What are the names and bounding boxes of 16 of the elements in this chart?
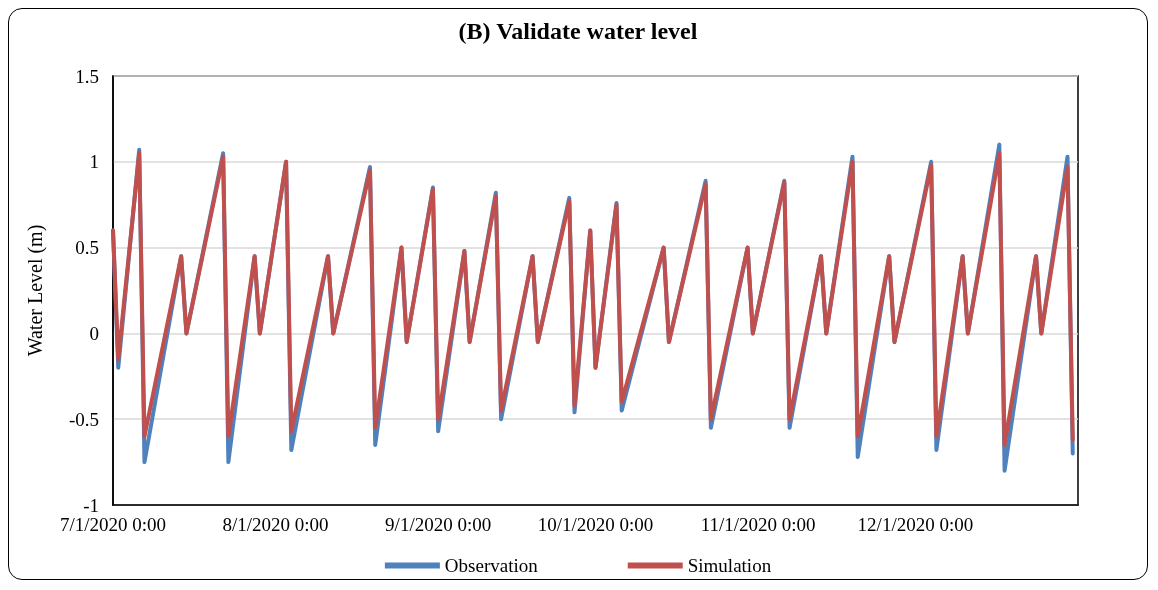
x-tick-label: 10/1/2020 0:00 xyxy=(537,514,654,535)
x-tick-label: 9/1/2020 0:00 xyxy=(385,514,492,535)
legend-label: Observation xyxy=(444,555,539,576)
y-tick-label: 0.5 xyxy=(75,237,99,259)
y-tick-label: -0.5 xyxy=(68,408,99,430)
x-tick-label: 11/1/2020 0:00 xyxy=(700,514,816,535)
y-tick-label: 0 xyxy=(89,322,99,344)
x-tick-label: 12/1/2020 0:00 xyxy=(857,514,974,535)
x-tick-label: 7/1/2020 0:00 xyxy=(59,514,167,535)
y-axis-title: Water Level (m) xyxy=(24,224,47,357)
y-tick-label: 1.5 xyxy=(75,65,99,87)
legend-label: Simulation xyxy=(687,555,772,576)
y-tick-label: 1 xyxy=(89,151,99,173)
y-tick-label: -1 xyxy=(83,494,99,516)
chart-title: (B) Validate water level xyxy=(458,18,698,44)
x-tick-label: 8/1/2020 0:00 xyxy=(222,514,329,535)
